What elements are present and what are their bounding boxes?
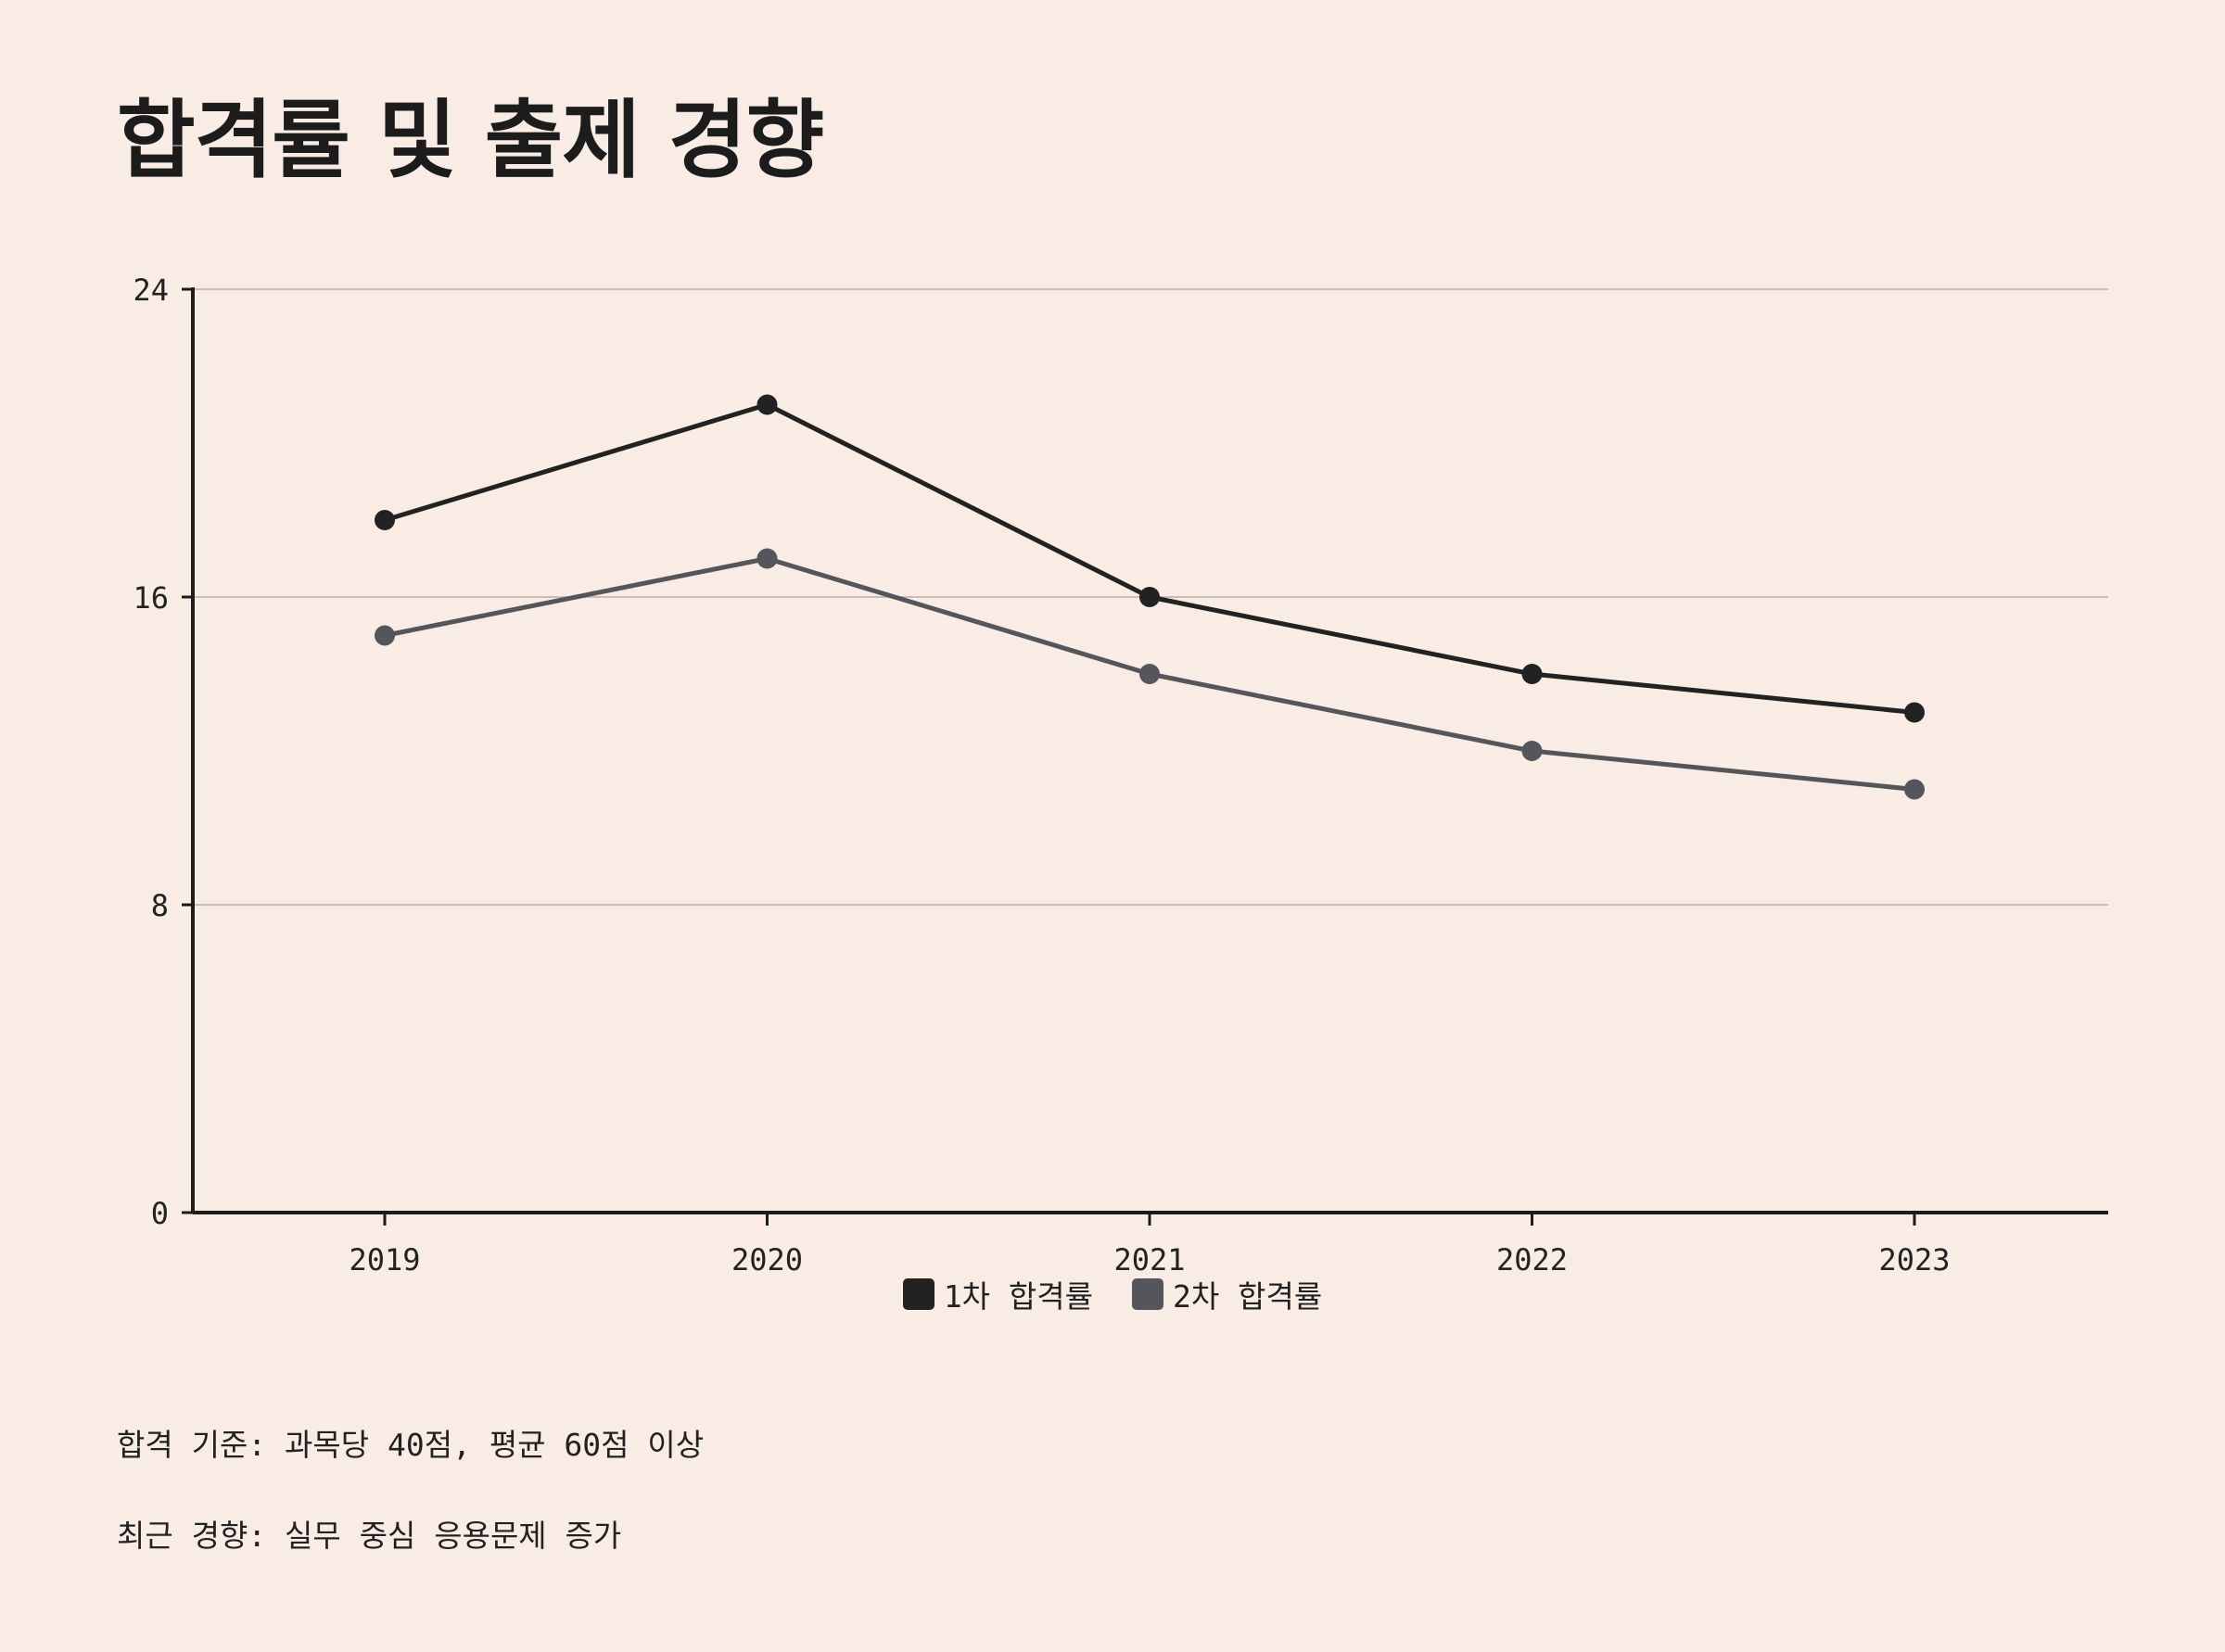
data-point-series-2 [1521, 741, 1543, 761]
data-point-series-2 [375, 625, 395, 646]
page-title: 합격률 및 출제 경향 [117, 91, 824, 190]
data-point-series-2 [1904, 779, 1925, 800]
x-tick-label: 2022 [1496, 1242, 1568, 1277]
data-point-series-1 [1521, 664, 1543, 684]
data-point-series-1 [1904, 702, 1925, 723]
legend-label-series-1: 1차 합격률 [943, 1278, 1093, 1315]
pass-criteria-note: 합격 기준: 과목당 40점, 평균 60점 이상 [117, 1427, 705, 1463]
legend-swatch-series-1 [902, 1278, 934, 1310]
x-tick-label: 2023 [1878, 1242, 1950, 1277]
legend-item-series-2[interactable]: 2차 합격률 [1132, 1272, 1322, 1316]
data-point-series-2 [756, 548, 778, 569]
legend-item-series-1[interactable]: 1차 합격률 [902, 1272, 1093, 1316]
x-tick-label: 2021 [1113, 1242, 1185, 1277]
legend-swatch-series-2 [1132, 1278, 1163, 1310]
legend-label-series-2: 2차 합격률 [1173, 1278, 1323, 1315]
axes: 0 8 16 24 2019 2020 2021 2022 2023 [133, 273, 2108, 1277]
data-points [375, 394, 1925, 800]
chart-legend: 1차 합격률 2차 합격률 [0, 1272, 2225, 1316]
y-tick-label: 0 [151, 1196, 169, 1231]
data-point-series-1 [756, 394, 778, 415]
y-tick-label: 8 [151, 888, 169, 923]
y-tick-label: 24 [133, 273, 169, 308]
x-tick-label: 2019 [349, 1242, 420, 1277]
data-point-series-1 [375, 510, 395, 530]
recent-trend-note: 최근 경향: 실무 중심 응용문제 증가 [117, 1518, 622, 1554]
x-tick-label: 2020 [731, 1242, 803, 1277]
y-tick-label: 16 [133, 580, 169, 616]
data-point-series-2 [1139, 664, 1160, 684]
data-point-series-1 [1139, 587, 1160, 607]
